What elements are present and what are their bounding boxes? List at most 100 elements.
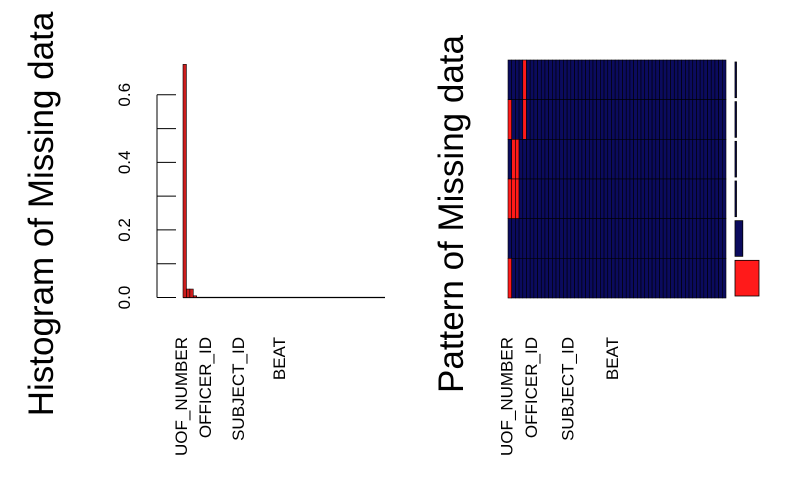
observed-cell	[707, 258, 712, 299]
observed-cell	[685, 178, 690, 219]
observed-cell	[548, 59, 553, 100]
observed-cell	[559, 218, 564, 259]
x-tick-label: UOF_NUMBER	[497, 337, 516, 456]
observed-cell	[666, 178, 671, 219]
observed-cell	[718, 139, 723, 180]
observed-cell	[596, 139, 601, 180]
observed-cell	[588, 218, 594, 259]
observed-cell	[600, 139, 605, 180]
observed-cell	[699, 218, 705, 259]
observed-cell	[640, 59, 646, 100]
pattern-title: Pattern of Missing data	[432, 34, 471, 392]
observed-cell	[540, 59, 546, 100]
observed-cell	[548, 258, 553, 299]
x-tick-label: OFFICER_ID	[196, 337, 215, 438]
observed-cell	[607, 139, 612, 180]
observed-cell	[651, 258, 657, 299]
observed-cell	[563, 139, 568, 180]
observed-cell	[618, 218, 623, 259]
observed-cell	[699, 59, 705, 100]
observed-cell	[637, 139, 642, 180]
observed-cell	[699, 99, 705, 140]
observed-cell	[518, 139, 524, 180]
observed-cell	[651, 99, 657, 140]
observed-cell	[611, 218, 616, 259]
observed-cell	[540, 178, 546, 219]
observed-cell	[529, 99, 535, 140]
observed-cell	[596, 59, 601, 100]
observed-cell	[574, 218, 579, 259]
observed-cell	[692, 139, 697, 180]
observed-cell	[581, 59, 586, 100]
observed-cell	[618, 139, 623, 180]
observed-cell	[651, 218, 657, 259]
observed-cell	[622, 139, 627, 180]
observed-cell	[625, 139, 631, 180]
observed-cell	[518, 178, 524, 219]
observed-cell	[611, 258, 616, 299]
observed-cell	[659, 59, 664, 100]
observed-cell	[533, 139, 538, 180]
observed-cell	[614, 178, 620, 219]
observed-cell	[559, 99, 564, 140]
observed-cell	[681, 258, 686, 299]
missing-cell	[507, 99, 512, 140]
observed-cell	[692, 218, 697, 259]
observed-cell	[588, 178, 594, 219]
observed-cell	[699, 139, 705, 180]
missing-cell	[515, 178, 520, 219]
observed-cell	[622, 178, 627, 219]
observed-cell	[637, 178, 642, 219]
observed-cell	[592, 99, 597, 140]
observed-cell	[596, 178, 601, 219]
pattern-proportion-bar	[734, 101, 737, 138]
observed-cell	[533, 59, 538, 100]
observed-cell	[611, 139, 616, 180]
observed-cell	[696, 178, 701, 219]
histogram-bar	[192, 295, 197, 298]
observed-cell	[718, 99, 723, 140]
histogram-bar	[186, 288, 191, 298]
observed-cell	[677, 218, 682, 259]
observed-cell	[577, 139, 583, 180]
observed-cell	[518, 258, 524, 299]
observed-cell	[666, 258, 671, 299]
x-tick-label: UOF_NUMBER	[172, 337, 191, 456]
observed-cell	[603, 139, 609, 180]
observed-cell	[688, 99, 694, 140]
observed-cell	[644, 218, 649, 259]
observed-cell	[714, 59, 719, 100]
observed-cell	[681, 99, 686, 140]
observed-cell	[592, 218, 597, 259]
observed-cell	[563, 178, 568, 219]
observed-cell	[625, 258, 631, 299]
observed-cell	[648, 218, 653, 259]
observed-cell	[518, 59, 524, 100]
observed-cell	[507, 139, 512, 180]
observed-cell	[596, 218, 601, 259]
observed-cell	[707, 139, 712, 180]
missing-cell	[522, 59, 527, 100]
observed-cell	[607, 258, 612, 299]
x-tick-label: BEAT	[603, 337, 622, 380]
observed-cell	[633, 258, 638, 299]
observed-cell	[603, 99, 609, 140]
observed-cell	[670, 258, 675, 299]
observed-cell	[640, 139, 646, 180]
observed-cell	[692, 178, 697, 219]
observed-cell	[703, 139, 708, 180]
observed-cell	[566, 218, 572, 259]
observed-cell	[677, 139, 682, 180]
observed-cell	[659, 99, 664, 140]
observed-cell	[570, 178, 575, 219]
observed-cell	[592, 178, 597, 219]
observed-cell	[670, 218, 675, 259]
observed-cell	[677, 258, 682, 299]
observed-cell	[681, 59, 686, 100]
observed-cell	[648, 139, 653, 180]
observed-cell	[566, 178, 572, 219]
observed-cell	[644, 99, 649, 140]
observed-cell	[544, 178, 549, 219]
x-tick-label: OFFICER_ID	[522, 337, 541, 438]
observed-cell	[548, 218, 553, 259]
